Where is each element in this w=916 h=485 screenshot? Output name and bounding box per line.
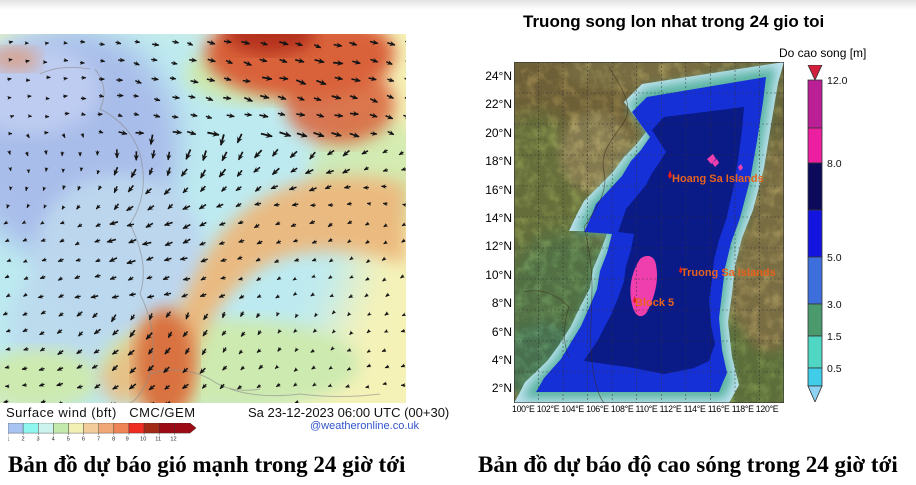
svg-text:12.0: 12.0 [827, 75, 848, 87]
svg-text:8: 8 [112, 436, 115, 442]
svg-text:Truong Sa Islands: Truong Sa Islands [681, 267, 776, 279]
svg-text:5: 5 [67, 436, 70, 442]
svg-text:7: 7 [97, 436, 100, 442]
svg-text:9: 9 [126, 436, 129, 442]
svg-text:5.0: 5.0 [827, 252, 842, 264]
svg-text:Hoang Sa Islands: Hoang Sa Islands [672, 173, 764, 185]
svg-text:11: 11 [155, 436, 161, 442]
svg-text:8.0: 8.0 [827, 158, 842, 170]
svg-text:0.5: 0.5 [827, 363, 842, 375]
svg-text:1: 1 [8, 436, 9, 442]
svg-text:10: 10 [140, 436, 146, 442]
svg-text:3.0: 3.0 [827, 299, 842, 311]
svg-text:6: 6 [82, 436, 85, 442]
svg-text:4: 4 [52, 436, 55, 442]
svg-text:2: 2 [21, 436, 24, 442]
svg-text:3: 3 [37, 436, 40, 442]
svg-text:12: 12 [170, 436, 176, 442]
svg-text:Block 5: Block 5 [635, 297, 674, 309]
svg-text:1.5: 1.5 [827, 331, 842, 343]
